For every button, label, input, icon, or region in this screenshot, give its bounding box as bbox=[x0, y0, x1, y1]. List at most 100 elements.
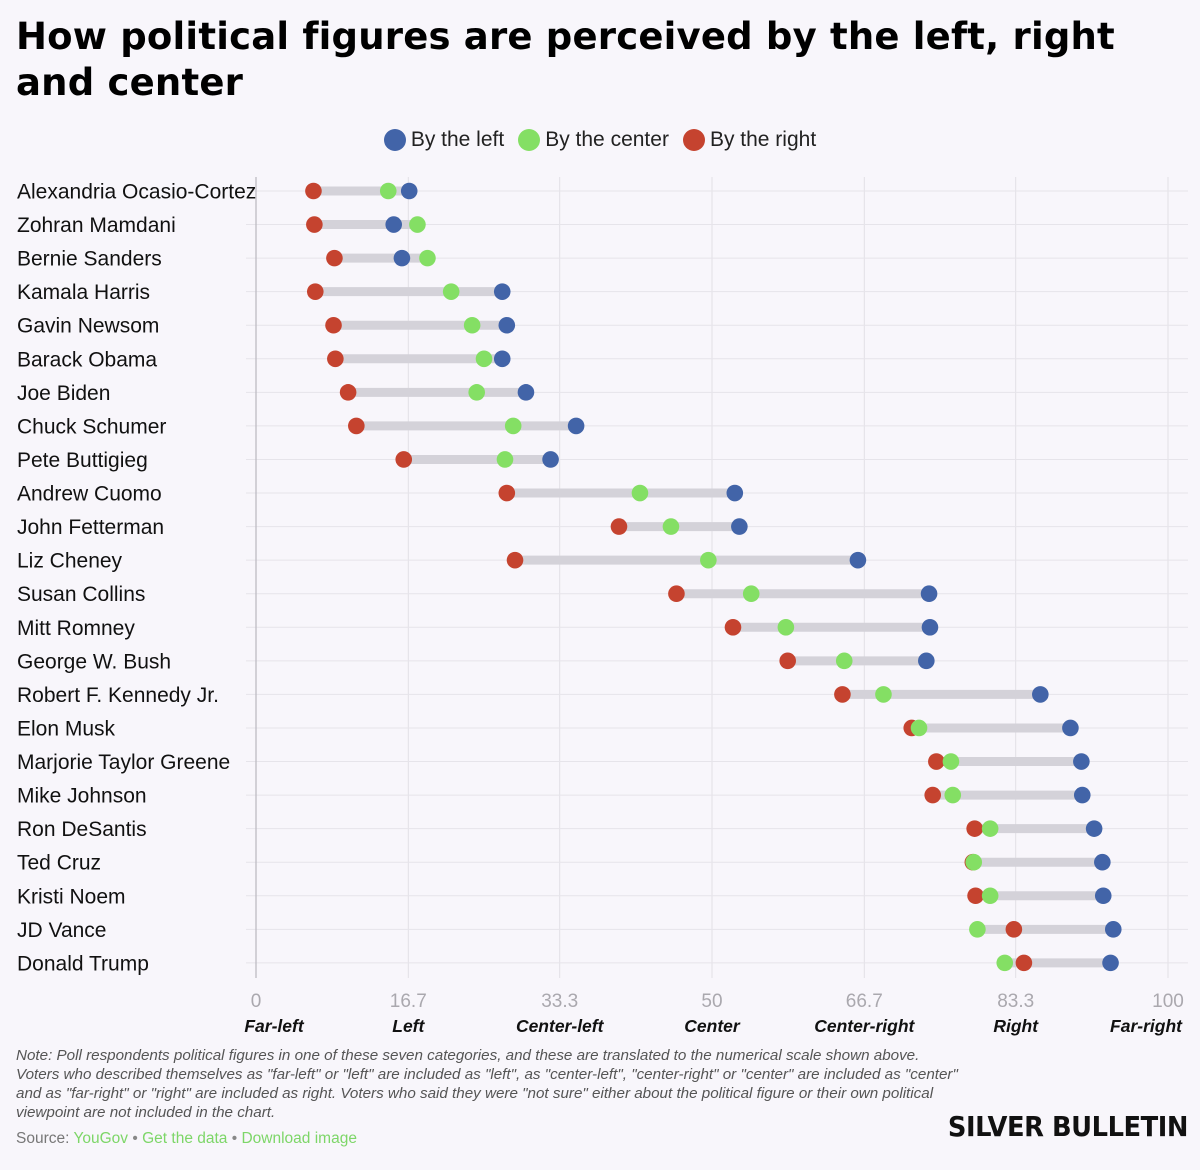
dot-by-left bbox=[1094, 853, 1111, 871]
dot-by-left bbox=[921, 618, 939, 636]
dot-by-center bbox=[875, 686, 892, 703]
x-tick-label: 100 bbox=[1152, 991, 1184, 1012]
dot-by-center bbox=[942, 753, 960, 770]
dot-by-center bbox=[700, 551, 717, 569]
legend-dot-right bbox=[682, 129, 705, 151]
row-label: Robert F. Kennedy Jr. bbox=[17, 684, 219, 707]
get-the-data-link[interactable]: Get the data bbox=[142, 1130, 228, 1147]
row-label: JD Vance bbox=[17, 919, 107, 942]
dot-by-center bbox=[419, 249, 436, 267]
dot-by-left bbox=[567, 417, 585, 435]
dot-by-center bbox=[468, 384, 486, 401]
row-label: Elon Musk bbox=[17, 717, 116, 740]
x-category-label: Far-left bbox=[244, 1016, 304, 1036]
dot-by-right bbox=[779, 652, 796, 670]
dot-by-right bbox=[339, 384, 357, 401]
row-label: Joe Biden bbox=[17, 382, 110, 405]
dot-by-center bbox=[504, 417, 522, 435]
row-label: Bernie Sanders bbox=[17, 248, 162, 271]
x-category-label: Left bbox=[392, 1016, 425, 1036]
dot-by-left bbox=[542, 451, 559, 468]
dot-by-center bbox=[910, 719, 928, 737]
dot-by-left bbox=[385, 216, 403, 233]
dot-by-right bbox=[498, 484, 516, 502]
row-label: Chuck Schumer bbox=[17, 415, 166, 438]
x-tick-label: 66.7 bbox=[846, 991, 883, 1012]
chart-note: Note: Poll respondents political figures… bbox=[16, 1047, 958, 1121]
source-separator: • bbox=[132, 1130, 138, 1147]
dot-by-left bbox=[393, 249, 411, 267]
dot-by-center bbox=[442, 283, 460, 300]
dot-by-left bbox=[1085, 820, 1103, 837]
legend-label-center: By the center bbox=[545, 128, 669, 151]
row-label: Andrew Cuomo bbox=[17, 483, 162, 506]
row-label: Marjorie Taylor Greene bbox=[17, 751, 230, 774]
row-label: Barack Obama bbox=[17, 348, 157, 371]
dot-by-left bbox=[1104, 921, 1122, 938]
dot-by-left bbox=[517, 384, 535, 401]
row-label: Alexandria Ocasio-Cortez bbox=[17, 181, 256, 204]
dot-by-center bbox=[777, 618, 795, 636]
dot-by-center bbox=[475, 350, 493, 368]
dot-by-right bbox=[668, 585, 685, 603]
row-label: Kristi Noem bbox=[17, 885, 126, 908]
dot-by-center bbox=[981, 887, 999, 905]
source-link-yougov[interactable]: YouGov bbox=[73, 1130, 129, 1147]
row-label: Mitt Romney bbox=[17, 617, 135, 640]
dot-by-center bbox=[996, 954, 1014, 972]
row-label: Ted Cruz bbox=[17, 852, 101, 875]
row-label: George W. Bush bbox=[17, 650, 171, 673]
dot-by-left bbox=[726, 484, 744, 502]
dot-by-right bbox=[327, 350, 344, 368]
dot-by-center bbox=[463, 316, 481, 334]
dot-by-left bbox=[400, 182, 418, 200]
source-line: Source: YouGov • Get the data • Download… bbox=[16, 1130, 357, 1148]
dot-by-right bbox=[506, 551, 524, 569]
x-tick-label: 0 bbox=[251, 991, 262, 1012]
x-category-label: Right bbox=[993, 1016, 1039, 1036]
dot-by-center bbox=[969, 921, 986, 938]
source-prefix: Source: bbox=[16, 1130, 70, 1147]
legend-dot-left bbox=[383, 129, 406, 151]
dot-by-center bbox=[835, 652, 853, 670]
dot-by-left bbox=[493, 350, 511, 368]
row-label: Gavin Newsom bbox=[17, 315, 159, 338]
dot-by-right bbox=[326, 249, 343, 267]
dot-by-right bbox=[724, 618, 742, 636]
row-label: Mike Johnson bbox=[17, 785, 147, 808]
download-image-link[interactable]: Download image bbox=[241, 1130, 357, 1147]
legend-label-left: By the left bbox=[410, 128, 505, 151]
dot-by-left bbox=[1073, 753, 1090, 770]
dot-by-right bbox=[966, 820, 983, 837]
dot-by-right bbox=[305, 182, 322, 200]
legend-item-right: By the right bbox=[682, 128, 817, 152]
dot-by-right bbox=[924, 786, 942, 804]
dot-by-left bbox=[1062, 719, 1079, 737]
legend-item-left: By the left bbox=[383, 128, 505, 152]
dot-by-center bbox=[379, 182, 397, 200]
row-label: Susan Collins bbox=[17, 583, 145, 606]
x-tick-label: 33.3 bbox=[541, 991, 578, 1012]
row-label: Ron DeSantis bbox=[17, 818, 147, 841]
legend-label-right: By the right bbox=[709, 128, 817, 151]
legend: By the left By the center By the right bbox=[0, 128, 1200, 152]
chart-title: How political figures are perceived by t… bbox=[16, 15, 1115, 104]
dot-by-left bbox=[920, 585, 938, 603]
dot-by-center bbox=[496, 451, 514, 468]
row-label: Zohran Mamdani bbox=[17, 214, 176, 237]
x-tick-label: 16.7 bbox=[390, 991, 427, 1012]
legend-item-center: By the center bbox=[518, 128, 669, 152]
source-separator: • bbox=[231, 1130, 238, 1147]
row-label: Kamala Harris bbox=[17, 281, 150, 304]
dot-by-left bbox=[493, 283, 511, 300]
dot-by-center bbox=[662, 518, 680, 535]
dot-by-right bbox=[348, 417, 365, 435]
dot-by-left bbox=[849, 551, 867, 569]
x-category-label: Center-right bbox=[814, 1016, 915, 1036]
dot-by-left bbox=[498, 316, 516, 334]
x-category-label: Far-right bbox=[1110, 1016, 1183, 1036]
dot-by-center bbox=[965, 853, 983, 871]
dot-by-left bbox=[1032, 686, 1049, 703]
dot-by-left bbox=[1102, 954, 1119, 972]
dot-by-right bbox=[306, 283, 324, 300]
